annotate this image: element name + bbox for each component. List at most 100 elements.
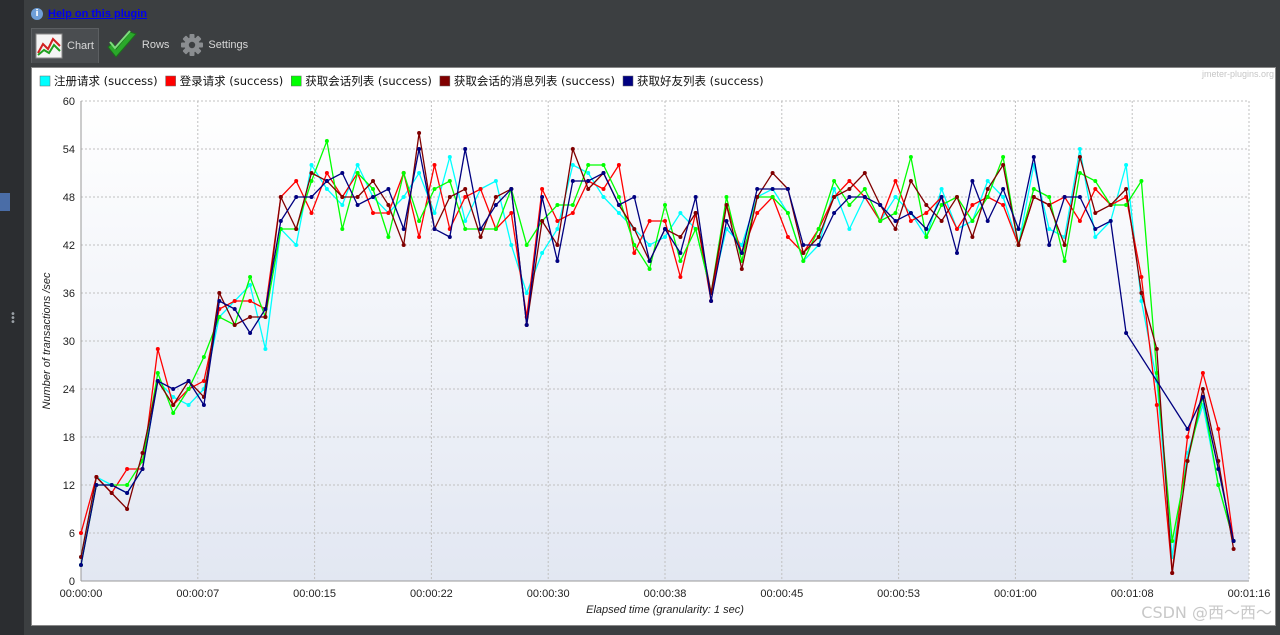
data-point: [340, 227, 345, 231]
data-point: [417, 131, 422, 135]
data-point: [1001, 203, 1006, 207]
data-point: [678, 211, 683, 215]
legend-swatch: [39, 75, 51, 87]
data-point: [970, 235, 975, 239]
data-point: [601, 187, 606, 191]
data-point: [140, 451, 145, 455]
data-point: [1001, 163, 1006, 167]
data-point: [1231, 539, 1236, 543]
data-point: [493, 179, 498, 183]
data-point: [294, 243, 299, 247]
data-point: [1200, 395, 1205, 399]
data-point: [893, 179, 898, 183]
data-point: [985, 195, 990, 199]
data-point: [616, 203, 621, 207]
data-point: [1093, 187, 1098, 191]
data-point: [970, 179, 975, 183]
data-point: [217, 299, 222, 303]
data-point: [770, 187, 775, 191]
data-point: [1093, 227, 1098, 231]
x-tick-label: 00:00:30: [527, 588, 570, 600]
data-point: [586, 171, 591, 175]
data-point: [832, 179, 837, 183]
data-point: [570, 203, 575, 207]
data-point: [386, 235, 391, 239]
data-point: [125, 483, 130, 487]
data-point: [1139, 275, 1144, 279]
data-point: [386, 187, 391, 191]
data-point: [847, 195, 852, 199]
x-tick-label: 00:00:00: [60, 588, 103, 600]
x-tick-label: 00:00:07: [176, 588, 219, 600]
data-point: [893, 195, 898, 199]
drag-handle-icon[interactable]: • • •: [10, 309, 16, 328]
data-point: [647, 243, 652, 247]
legend-item: 获取会话的消息列表 (success): [439, 74, 615, 88]
y-tick-label: 6: [69, 528, 75, 540]
data-point: [493, 227, 498, 231]
chart-legend: 注册请求 (success) 登录请求 (success) 获取会话列表 (succ…: [39, 74, 764, 88]
data-point: [816, 243, 821, 247]
data-point: [79, 563, 83, 567]
data-point: [540, 195, 545, 199]
y-tick-label: 24: [63, 384, 75, 396]
data-point: [432, 211, 437, 215]
tab-settings[interactable]: Settings: [177, 28, 252, 62]
data-point: [340, 195, 345, 199]
data-point: [693, 211, 698, 215]
data-point: [401, 227, 406, 231]
series-layer: [79, 131, 1236, 575]
data-point: [847, 203, 852, 207]
data-point: [1047, 195, 1052, 199]
data-point: [847, 187, 852, 191]
data-point: [832, 187, 837, 191]
data-point: [1108, 203, 1113, 207]
data-point: [509, 243, 514, 247]
data-point: [1093, 211, 1098, 215]
data-point: [647, 267, 652, 271]
data-point: [924, 235, 929, 239]
data-point: [739, 251, 744, 255]
data-point: [1170, 539, 1175, 543]
x-tick-label: 00:01:16: [1228, 588, 1271, 600]
legend-label: 获取会话列表 (success): [305, 74, 432, 88]
data-point: [616, 211, 621, 215]
data-point: [1062, 195, 1067, 199]
data-point: [171, 395, 176, 399]
data-point: [1077, 219, 1082, 223]
data-point: [1016, 227, 1021, 231]
y-tick-label: 36: [63, 288, 75, 300]
tab-chart[interactable]: Chart: [31, 27, 99, 63]
chart-panel: 注册请求 (success) 登录请求 (success) 获取会话列表 (succ…: [31, 67, 1276, 626]
data-point: [463, 219, 468, 223]
data-point: [601, 163, 606, 167]
data-point: [663, 203, 667, 207]
help-link[interactable]: Help on this plugin: [48, 8, 147, 20]
data-point: [908, 155, 913, 159]
left-side-marker: [0, 193, 10, 211]
data-point: [309, 195, 314, 199]
data-point: [893, 219, 898, 223]
data-point: [970, 203, 975, 207]
tab-rows-label: Rows: [141, 39, 170, 51]
data-point: [79, 531, 83, 535]
data-point: [1124, 187, 1129, 191]
data-point: [678, 235, 683, 239]
data-point: [570, 163, 575, 167]
data-point: [171, 387, 176, 391]
data-point: [1031, 195, 1036, 199]
data-point: [908, 219, 913, 223]
data-point: [324, 139, 329, 143]
tab-rows[interactable]: Rows: [103, 28, 174, 62]
data-point: [278, 219, 283, 223]
data-point: [1200, 387, 1205, 391]
checkmark-icon: [107, 30, 137, 58]
data-point: [1124, 331, 1129, 335]
legend-item: 登录请求 (success): [165, 74, 283, 88]
data-point: [755, 195, 760, 199]
data-point: [1077, 171, 1082, 175]
data-point: [893, 211, 898, 215]
legend-swatch: [165, 75, 176, 87]
y-tick-label: 12: [63, 480, 75, 492]
y-axis-label: Number of transactions /sec: [41, 272, 53, 409]
